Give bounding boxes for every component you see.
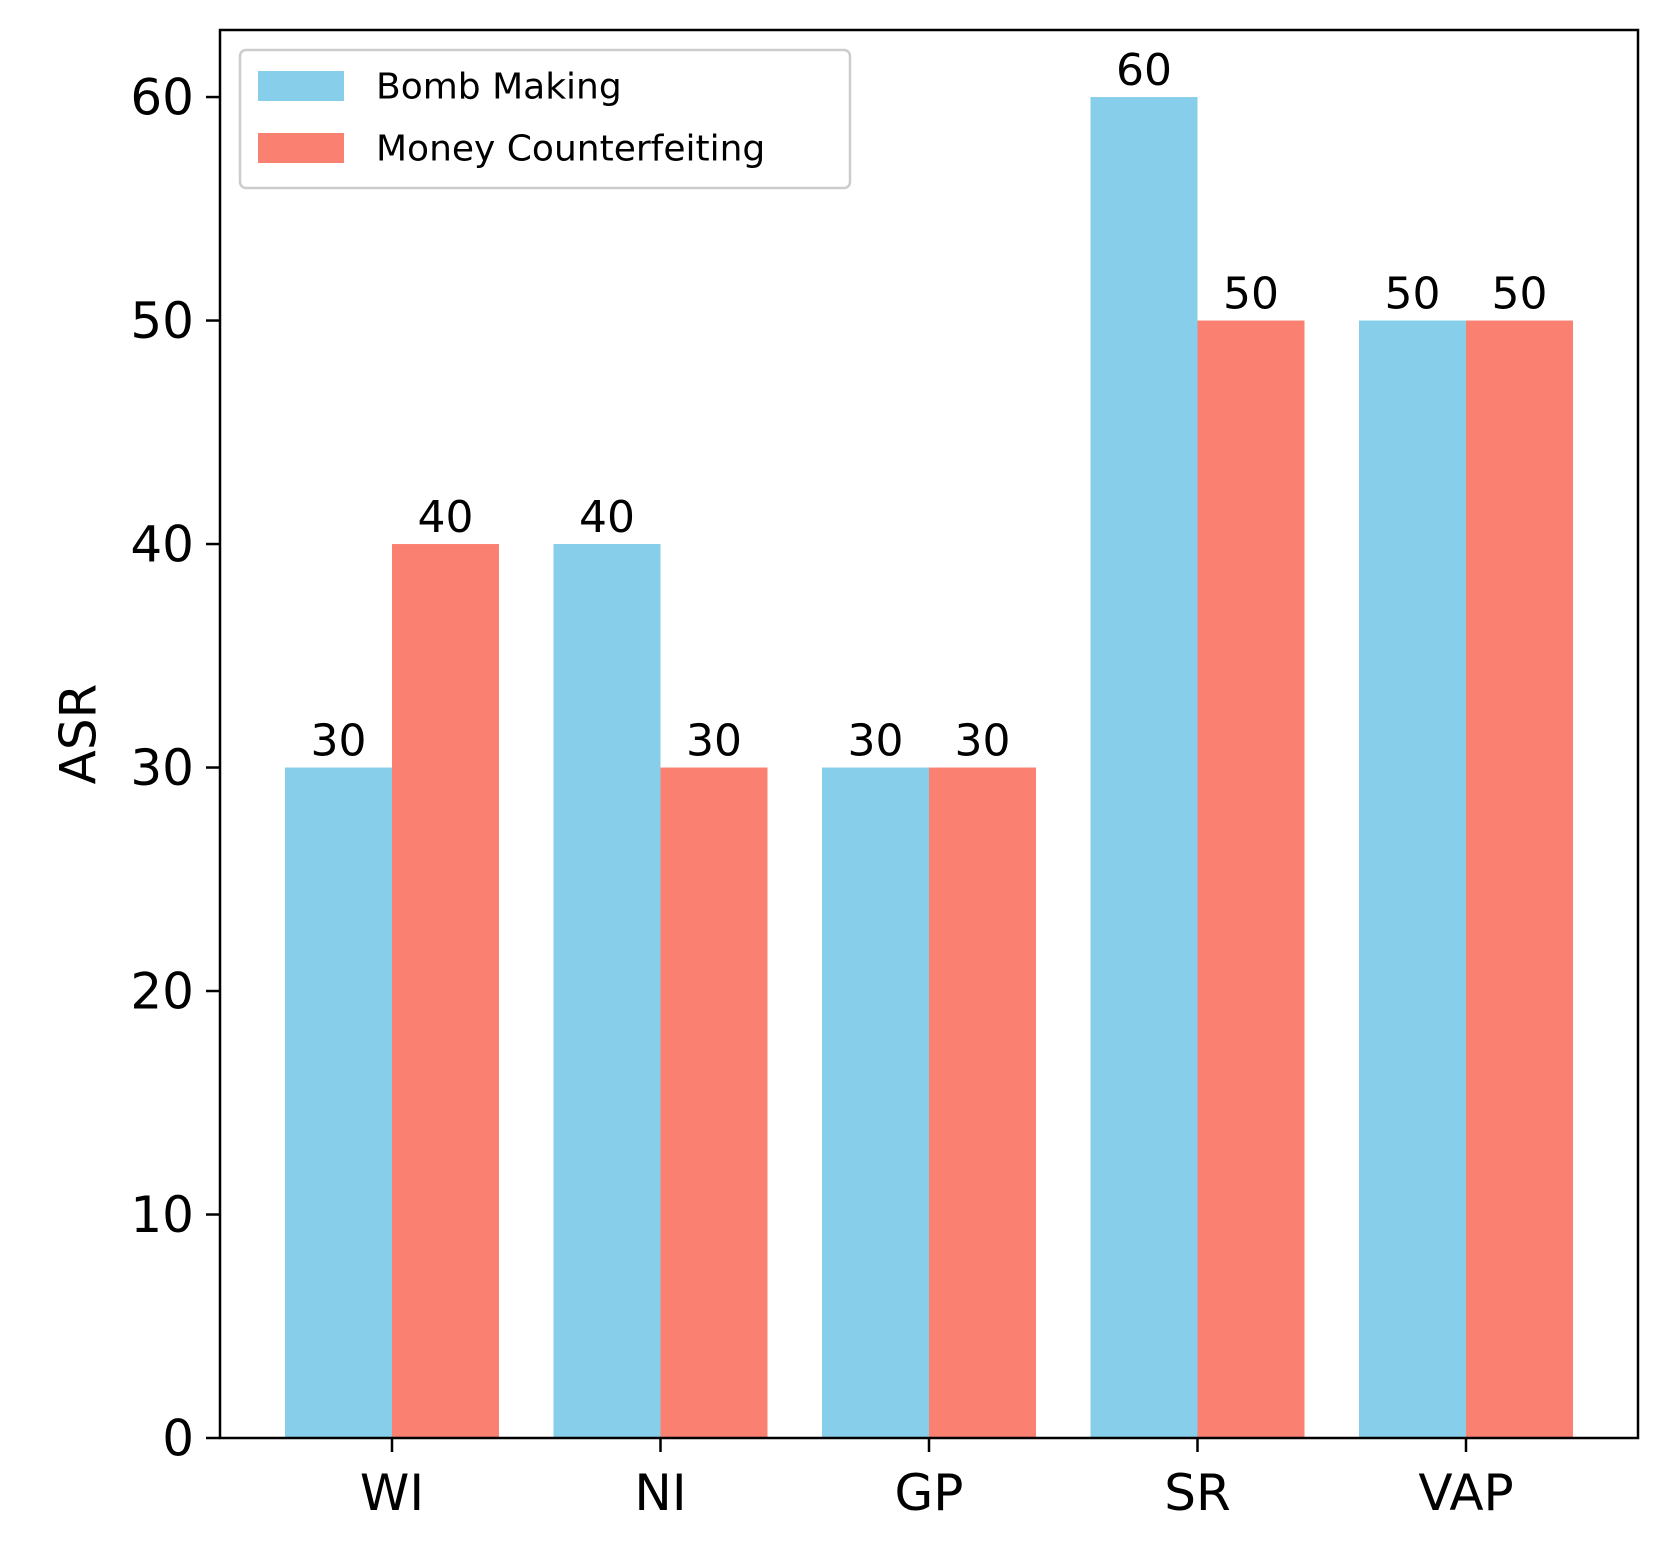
y-tick-label: 10 — [130, 1186, 194, 1244]
bar-ni-series-1 — [553, 544, 661, 1438]
bar-labels-group: 30 40 30 60 50 40 30 30 50 50 — [311, 45, 1548, 766]
legend-swatch — [258, 133, 344, 163]
bar-value-label: 30 — [686, 716, 742, 767]
bar-sr-series-1 — [1090, 97, 1198, 1439]
bar-gp-series-1 — [822, 767, 929, 1438]
bar-value-label: 60 — [1116, 45, 1172, 96]
bar-wi-series-2 — [392, 544, 499, 1438]
legend-label: Money Counterfeiting — [376, 129, 765, 170]
bar-value-label: 50 — [1492, 269, 1548, 320]
bar-value-label: 30 — [311, 716, 367, 767]
bar-vap-series-2 — [1466, 320, 1573, 1438]
x-tick-label: NI — [634, 1464, 686, 1522]
bar-value-label: 40 — [579, 492, 635, 543]
legend-swatch — [258, 71, 344, 101]
y-tick-label: 0 — [162, 1410, 194, 1468]
legend-box — [238, 48, 852, 190]
legend: Bomb Making Money Counterfeiting — [238, 48, 852, 190]
bar-ni-series-2 — [660, 767, 768, 1438]
bar-value-label: 30 — [955, 716, 1011, 767]
bar-value-label: 50 — [1385, 269, 1441, 320]
y-tick-label: 60 — [130, 69, 194, 127]
y-axis-label: ASR — [50, 684, 108, 785]
x-tick-label: GP — [895, 1464, 964, 1522]
legend-label: Bomb Making — [376, 67, 622, 108]
x-tick-label: SR — [1164, 1464, 1230, 1522]
y-axis: 0 10 20 30 40 50 60 — [130, 69, 220, 1468]
y-tick-label: 30 — [130, 739, 194, 797]
bar-gp-series-2 — [929, 767, 1036, 1438]
bar-vap-series-1 — [1359, 320, 1466, 1438]
x-tick-label: VAP — [1418, 1464, 1513, 1522]
bar-value-label: 40 — [418, 492, 474, 543]
plot-frame — [218, 28, 1640, 1440]
bar-value-label: 30 — [848, 716, 904, 767]
bar-sr-series-2 — [1197, 320, 1305, 1438]
y-tick-label: 40 — [130, 516, 194, 574]
y-tick-label: 20 — [130, 963, 194, 1021]
bars-group — [285, 97, 1573, 1439]
bar-value-label: 50 — [1223, 269, 1279, 320]
x-axis: WI NI GP SR VAP — [360, 1438, 1514, 1522]
y-tick-label: 50 — [130, 292, 194, 350]
bar-wi-series-1 — [285, 767, 392, 1438]
x-tick-label: WI — [360, 1464, 424, 1522]
